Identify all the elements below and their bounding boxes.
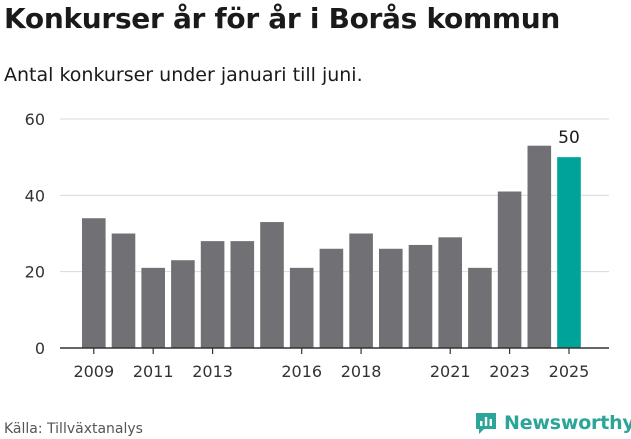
x-tick-label: 2025 bbox=[549, 362, 590, 381]
y-tick-label: 0 bbox=[35, 339, 45, 358]
brand: Newsworthy bbox=[474, 408, 631, 438]
bar bbox=[111, 233, 136, 348]
bar bbox=[497, 191, 522, 348]
bar bbox=[438, 237, 462, 348]
bar bbox=[141, 267, 165, 348]
bar bbox=[230, 241, 255, 348]
chart-subtitle: Antal konkurser under januari till juni. bbox=[4, 64, 363, 86]
bar bbox=[200, 241, 225, 348]
y-tick-label: 20 bbox=[25, 263, 45, 282]
x-tick-label: 2009 bbox=[73, 362, 114, 381]
bar bbox=[319, 248, 344, 348]
x-tick-label: 2023 bbox=[489, 362, 530, 381]
data-label: 50 bbox=[558, 128, 580, 148]
x-tick-label: 2018 bbox=[341, 362, 382, 381]
x-tick-label: 2013 bbox=[192, 362, 233, 381]
bar bbox=[527, 145, 552, 348]
bar bbox=[260, 222, 284, 348]
source-note: Källa: Tillväxtanalys bbox=[4, 421, 143, 437]
newsworthy-logo-icon bbox=[476, 413, 496, 434]
x-tick-label: 2021 bbox=[430, 362, 471, 381]
bar bbox=[468, 267, 492, 348]
bar bbox=[408, 244, 433, 348]
x-tick-label: 2016 bbox=[281, 362, 322, 381]
bar bbox=[171, 260, 195, 348]
y-tick-label: 60 bbox=[25, 110, 45, 129]
bar bbox=[557, 157, 581, 348]
x-tick-label: 2011 bbox=[133, 362, 174, 381]
chart-title: Konkurser år för år i Borås kommun bbox=[4, 2, 560, 35]
y-tick-label: 40 bbox=[25, 186, 45, 205]
bar bbox=[82, 218, 106, 348]
bar bbox=[349, 233, 373, 348]
brand-name: Newsworthy bbox=[504, 412, 631, 434]
bar bbox=[379, 248, 403, 348]
bar-chart: 0 20 40 60 2009 2011 2013 2016 2018 2021 2023 2025 5… bbox=[25, 110, 609, 381]
bar bbox=[289, 267, 314, 348]
